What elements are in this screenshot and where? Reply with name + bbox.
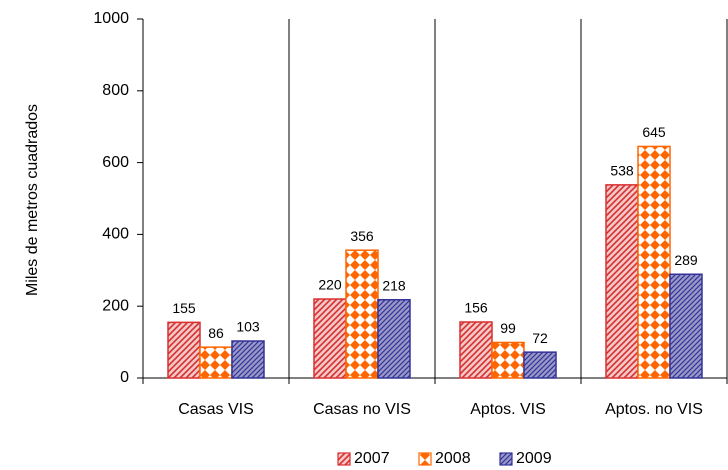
y-tick-label: 1000: [93, 10, 129, 27]
bar: [459, 321, 493, 379]
y-tick-label: 0: [120, 369, 129, 386]
y-tick-label: 600: [102, 154, 129, 171]
y-tick-label: 200: [102, 297, 129, 314]
data-label: 86: [208, 325, 224, 341]
bar: [231, 340, 265, 379]
legend-label: 2009: [516, 450, 552, 467]
bar: [669, 273, 703, 379]
bar: [345, 249, 379, 379]
legend-swatch: [418, 452, 432, 466]
y-axis-label: Miles de metros cuadrados: [24, 104, 41, 296]
bar: [313, 298, 347, 379]
data-label: 289: [674, 252, 698, 268]
data-label: 155: [172, 300, 196, 316]
y-tick-label: 400: [102, 226, 129, 243]
data-label: 103: [236, 319, 260, 335]
bar: [199, 346, 233, 379]
data-label: 645: [642, 124, 666, 140]
legend-swatch: [499, 452, 513, 466]
bar: [491, 341, 525, 379]
data-label: 218: [382, 277, 406, 293]
x-tick-label: Aptos. no VIS: [605, 401, 703, 418]
data-label: 220: [318, 277, 342, 293]
bar: [637, 145, 671, 379]
data-label: 356: [350, 228, 374, 244]
data-label: 156: [464, 300, 488, 316]
y-tick-label: 800: [102, 82, 129, 99]
bar: [167, 321, 201, 379]
x-tick-label: Casas no VIS: [313, 401, 411, 418]
legend-label: 2007: [354, 450, 390, 467]
data-label: 72: [532, 330, 548, 346]
x-tick-label: Casas VIS: [178, 401, 254, 418]
bar: [377, 298, 411, 379]
data-label: 99: [500, 320, 516, 336]
x-tick-label: Aptos. VIS: [470, 401, 546, 418]
bar: [605, 184, 639, 379]
legend-swatch: [337, 452, 351, 466]
legend-label: 2008: [435, 450, 471, 467]
bar: [523, 351, 557, 379]
data-label: 538: [610, 163, 634, 179]
